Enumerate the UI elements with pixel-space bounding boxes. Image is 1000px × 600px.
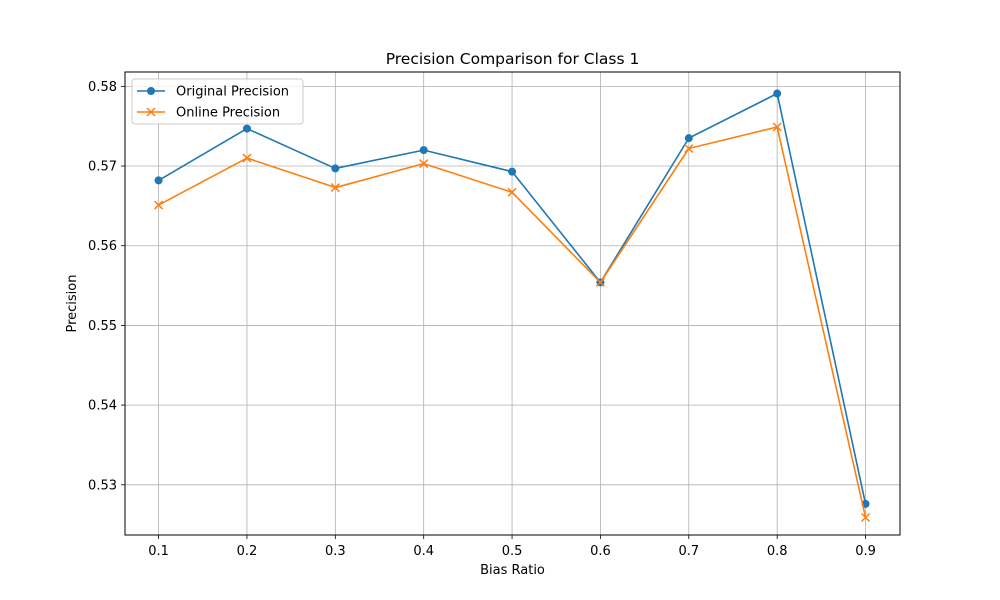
data-point (684, 143, 694, 154)
x-tick-label: 0.6 (590, 544, 611, 559)
x-axis-ticks: 0.1 0.2 0.3 0.4 0.5 0.6 0.7 0.8 0.9 (148, 535, 876, 559)
legend: Original Precision Online Precision (131, 78, 304, 125)
x-tick-label: 0.1 (148, 544, 169, 559)
data-point (242, 153, 252, 163)
data-point (242, 124, 251, 133)
data-point (684, 134, 693, 143)
legend-online-marker (146, 107, 156, 117)
legend-original-label: Original Precision (176, 85, 289, 100)
data-point (419, 146, 428, 155)
data-point (773, 89, 782, 98)
series-layer (154, 89, 871, 522)
data-point (508, 167, 517, 176)
data-point (595, 277, 605, 287)
x-tick-label: 0.8 (767, 544, 788, 559)
x-tick-label: 0.9 (855, 544, 876, 559)
plot-area-frame (124, 71, 901, 536)
chart-title: Precision Comparison for Class 1 (386, 50, 640, 68)
data-point (330, 183, 340, 193)
legend-online-label: Online Precision (176, 106, 280, 121)
data-point (154, 176, 163, 185)
series-online-precision (154, 122, 871, 522)
legend-box (131, 78, 304, 125)
x-tick-label: 0.3 (325, 544, 346, 559)
y-axis-ticks: 0.53 0.54 0.55 0.56 0.57 0.58 (88, 80, 125, 493)
data-point (507, 187, 517, 197)
x-tick-label: 0.2 (237, 544, 258, 559)
y-tick-label: 0.54 (88, 399, 117, 414)
y-tick-label: 0.56 (88, 239, 117, 254)
y-tick-label: 0.53 (88, 478, 117, 493)
data-point (331, 164, 340, 173)
x-tick-label: 0.4 (413, 544, 434, 559)
data-point (154, 200, 164, 210)
data-point (772, 122, 782, 132)
data-point (419, 159, 429, 169)
data-point (861, 512, 871, 522)
y-axis-label: Precision (65, 274, 80, 332)
y-tick-label: 0.57 (88, 160, 117, 175)
x-tick-label: 0.5 (502, 544, 523, 559)
legend-original-marker (147, 87, 155, 95)
y-tick-label: 0.58 (88, 80, 117, 95)
y-tick-label: 0.55 (88, 319, 117, 334)
grid-lines (125, 72, 900, 535)
x-axis-label: Bias Ratio (480, 563, 545, 578)
x-tick-label: 0.7 (678, 544, 699, 559)
